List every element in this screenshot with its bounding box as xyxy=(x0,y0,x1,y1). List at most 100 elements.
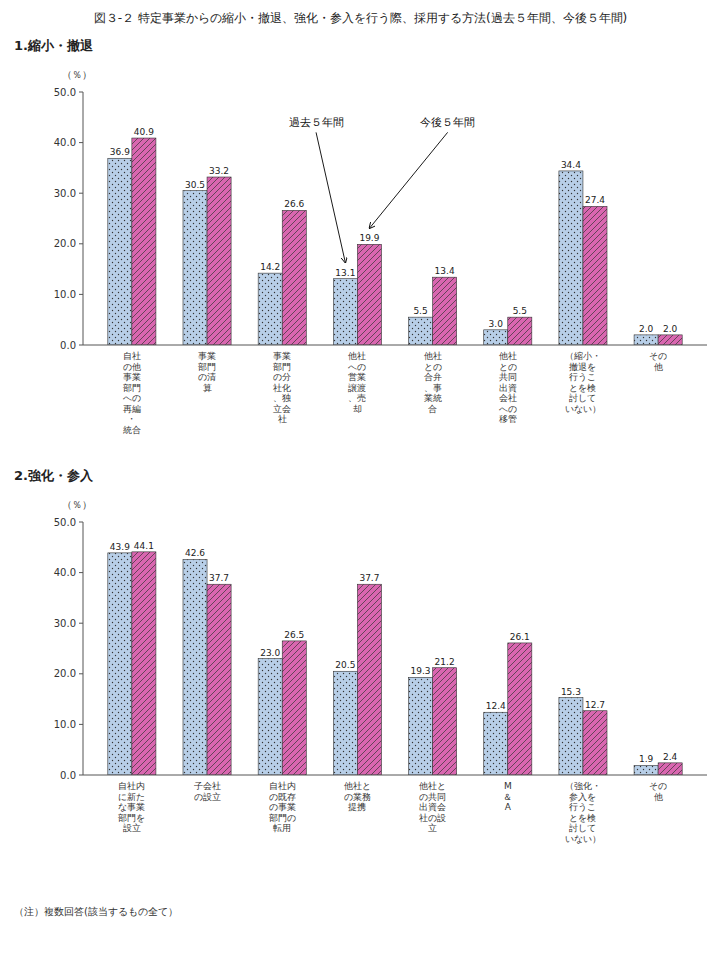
series-annotation: 今後５年間 xyxy=(420,116,475,129)
category-label: 他社との共同出資会社への移管 xyxy=(499,351,517,424)
category-label: 事業部門の分社化、独立会社 xyxy=(273,351,291,424)
bar xyxy=(484,330,508,345)
data-label: 20.5 xyxy=(335,660,355,670)
bar xyxy=(583,711,607,775)
y-tick-label: 50.0 xyxy=(54,87,76,98)
x-axis xyxy=(83,775,707,776)
data-label: 23.0 xyxy=(260,648,280,658)
bar xyxy=(183,191,207,345)
y-tick-label: 30.0 xyxy=(54,618,76,629)
section-title: 1.縮小・撤退 xyxy=(14,38,94,53)
category-label-line: 再編 xyxy=(123,404,141,414)
category-label-line: 提携 xyxy=(348,802,366,812)
category-label: 他社との共同出資会社の設立 xyxy=(419,781,446,833)
category-label-line: に新た xyxy=(118,792,145,802)
category-label: 他社への営業譲渡、売却 xyxy=(348,351,366,414)
bar xyxy=(333,279,357,345)
bar xyxy=(357,584,381,775)
category-label-line: とを検 xyxy=(569,813,596,823)
data-label: 26.5 xyxy=(284,630,304,640)
data-label: 2.0 xyxy=(639,324,654,334)
data-label: 30.5 xyxy=(185,180,205,190)
category-label-line: M xyxy=(504,781,512,791)
y-axis-label: （％） xyxy=(62,69,92,80)
y-tick xyxy=(79,345,83,346)
y-tick-label: 0.0 xyxy=(60,770,76,781)
category-label-line: 行うこ xyxy=(569,802,596,812)
category-label-line: 子会社 xyxy=(194,781,221,791)
data-label: 15.3 xyxy=(561,687,581,697)
category-label-line: 合弁 xyxy=(424,372,442,382)
data-label: 26.1 xyxy=(510,632,530,642)
category-label-line: 算 xyxy=(203,383,212,393)
bar xyxy=(132,138,156,345)
category-label: 自社内の既存の事業部門の転用 xyxy=(269,781,296,833)
category-label-line: 共同 xyxy=(499,372,517,382)
bar xyxy=(258,659,282,775)
category-label-line: 他 xyxy=(654,792,663,802)
data-label: 26.6 xyxy=(284,199,304,209)
y-axis-label: （％） xyxy=(62,499,92,510)
category-label-line: 営業 xyxy=(348,372,366,382)
data-label: 12.7 xyxy=(585,700,605,710)
figure-title: 図３-２ 特定事業からの縮小・撤退、強化・参入を行う際、採用する方法(過去５年間… xyxy=(94,11,628,25)
data-label: 19.3 xyxy=(411,666,431,676)
category-label-line: 合 xyxy=(428,404,437,414)
category-label: 自社内に新たな事業部門を設立 xyxy=(118,781,145,833)
bar xyxy=(559,171,583,345)
data-label: 1.9 xyxy=(639,754,654,764)
bar xyxy=(333,671,357,775)
y-axis xyxy=(83,522,84,775)
category-label: 子会社の設立 xyxy=(194,781,221,802)
bar xyxy=(207,584,231,775)
category-label-line: への xyxy=(123,393,141,403)
figure: 図３-２ 特定事業からの縮小・撤退、強化・参入を行う際、採用する方法(過去５年間… xyxy=(0,0,721,963)
data-label: 40.9 xyxy=(134,127,154,137)
data-labels: 36.930.514.213.15.53.034.42.040.933.226.… xyxy=(110,127,678,334)
data-label: 14.2 xyxy=(260,262,280,272)
category-label-line: 社化 xyxy=(273,383,291,393)
y-tick xyxy=(79,623,83,624)
y-tick xyxy=(79,294,83,295)
y-tick-label: 40.0 xyxy=(54,567,76,578)
category-label: （強化・参入を行うことを検討していない） xyxy=(565,781,601,844)
category-label-line: 他社 xyxy=(348,351,366,361)
data-label: 37.7 xyxy=(359,573,379,583)
category-label-line: 討して xyxy=(569,393,596,403)
y-tick-label: 20.0 xyxy=(54,238,76,249)
data-label: 36.9 xyxy=(110,147,130,157)
bars xyxy=(108,138,682,345)
category-label: M＆A xyxy=(503,781,512,812)
bar xyxy=(433,668,457,775)
series-annotation: 過去５年間 xyxy=(289,116,344,129)
data-label: 12.4 xyxy=(486,701,506,711)
category-label-line: 撤退を xyxy=(569,362,596,372)
bar xyxy=(433,277,457,345)
bars xyxy=(108,552,682,775)
data-label: 13.1 xyxy=(335,268,355,278)
category-label-line: 自社内 xyxy=(269,781,296,791)
y-tick xyxy=(79,92,83,93)
data-label: 34.4 xyxy=(561,160,581,170)
category-label-line: ＆ xyxy=(503,792,512,802)
y-tick-label: 10.0 xyxy=(54,719,76,730)
category-label-line: 他社 xyxy=(424,351,442,361)
annotation-arrow xyxy=(369,132,447,228)
data-label: 5.5 xyxy=(413,306,427,316)
y-tick xyxy=(79,775,83,776)
y-tick xyxy=(79,673,83,674)
category-label-line: 、事 xyxy=(424,383,442,393)
bar xyxy=(357,244,381,345)
data-label: 2.4 xyxy=(663,752,678,762)
category-label-line: 立 xyxy=(428,823,437,833)
bar xyxy=(108,158,132,345)
data-label: 37.7 xyxy=(209,573,229,583)
category-label-line: ・ xyxy=(127,414,136,424)
category-label: 自社の他事業部門への再編・統合 xyxy=(123,351,141,435)
category-label-line: 会社 xyxy=(499,393,517,403)
category-label-line: 社 xyxy=(278,414,287,424)
note: （注）複数回答(該当するもの全て） xyxy=(14,906,178,917)
data-label: 5.5 xyxy=(513,306,527,316)
category-label-line: （縮小・ xyxy=(565,351,601,361)
bar xyxy=(183,559,207,775)
